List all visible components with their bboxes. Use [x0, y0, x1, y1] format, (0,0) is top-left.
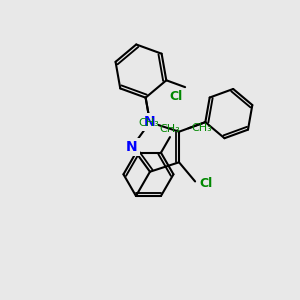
Text: N: N [126, 140, 138, 154]
Text: Cl: Cl [170, 90, 183, 103]
Text: N: N [144, 115, 156, 129]
Text: CH₃: CH₃ [138, 118, 159, 128]
Text: CH₃: CH₃ [160, 124, 180, 134]
Text: CH₃: CH₃ [191, 123, 212, 133]
Text: Cl: Cl [199, 177, 212, 190]
